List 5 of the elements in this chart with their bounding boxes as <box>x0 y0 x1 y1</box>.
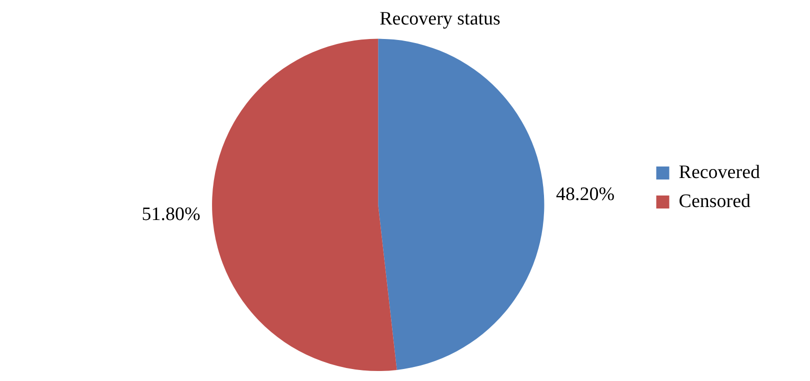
chart-title: Recovery status <box>380 8 500 30</box>
legend-label: Recovered <box>678 162 760 183</box>
data-label: 48.20% <box>556 184 615 205</box>
legend-label: Censored <box>678 190 752 212</box>
data-label: 51.80% <box>142 204 200 225</box>
